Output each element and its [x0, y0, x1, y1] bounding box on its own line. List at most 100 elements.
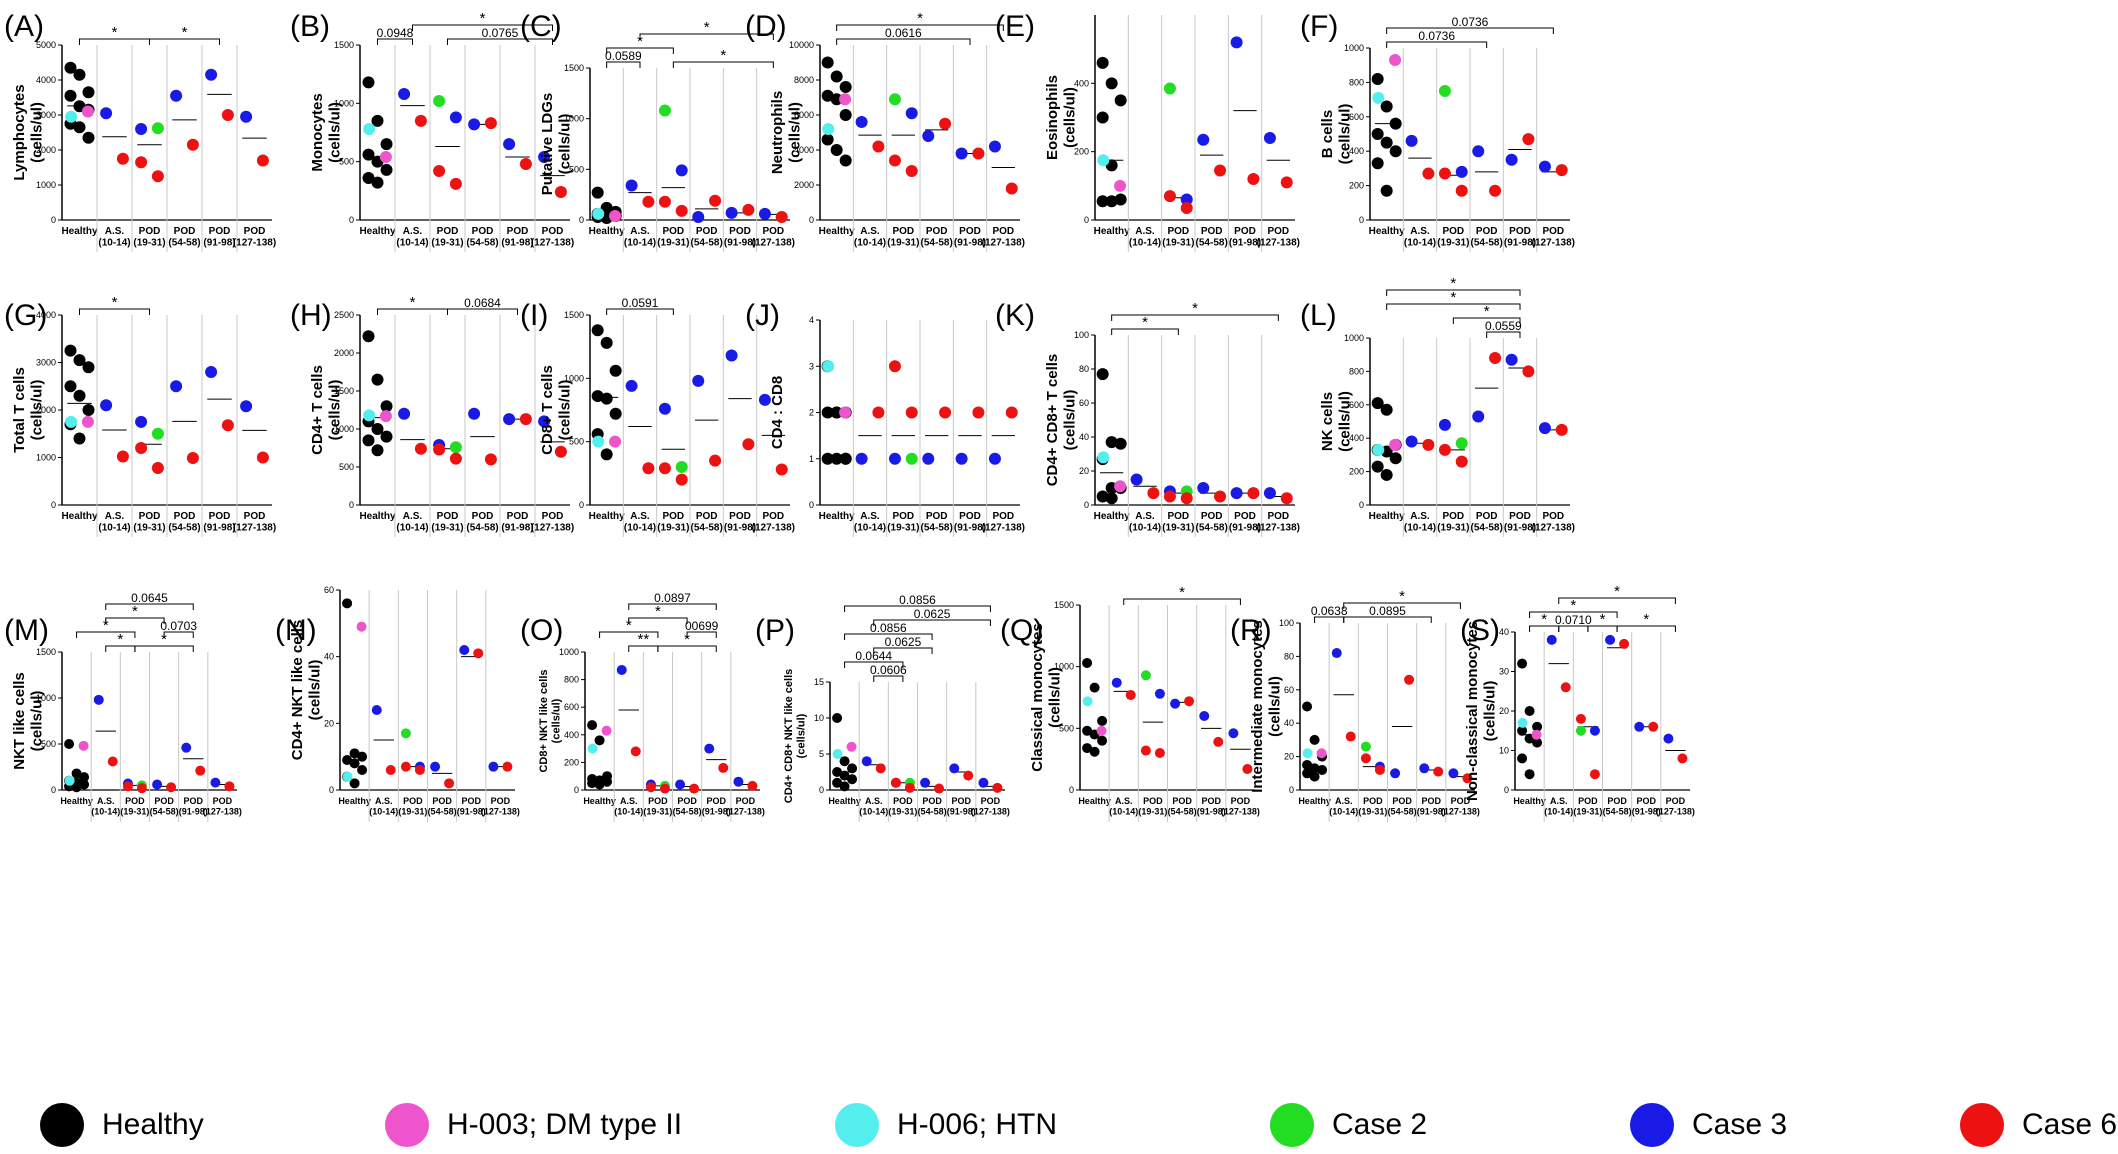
significance-bracket [836, 24, 1004, 31]
significance-bracket [1529, 611, 1618, 618]
data-point [136, 783, 147, 794]
data-point [905, 107, 918, 120]
data-point [904, 782, 915, 793]
data-point [1180, 202, 1193, 215]
significance-bracket [844, 633, 933, 640]
x-tick-label-line: (127-138) [726, 806, 765, 816]
data-point [1372, 443, 1385, 456]
x-tick-label-line: POD [209, 226, 231, 237]
data-point [733, 776, 744, 787]
data-point [1455, 184, 1468, 197]
significance-bracket [606, 61, 641, 68]
significance-label: 0.0589 [605, 49, 642, 63]
data-point [609, 364, 622, 377]
x-tick-label: POD (19-31) [133, 226, 165, 249]
significance-label: * [182, 24, 188, 41]
data-point [609, 407, 622, 420]
data-point [78, 740, 89, 751]
data-point [832, 749, 843, 759]
y-tick-label: 0 [349, 215, 354, 225]
x-tick-label-line: A.S. [105, 511, 125, 522]
data-point [1316, 748, 1327, 759]
data-point [1380, 136, 1393, 149]
y-axis-label: CD4+ CD8+ T cells(cells/ul) [1044, 354, 1078, 487]
y-axis-label: Non-classical monocytes(cells/ul) [1464, 621, 1498, 801]
data-point [73, 432, 86, 445]
x-tick-label: POD (19-31) [1358, 796, 1387, 816]
x-tick-label: POD (54-58) [1603, 796, 1632, 816]
x-tick-label-line: POD [926, 226, 948, 237]
x-tick-label: A.S. (10-14) [1544, 796, 1573, 816]
x-tick-label-line: POD [1442, 511, 1464, 522]
x-tick-label: Healthy [338, 796, 371, 806]
data-point [1331, 648, 1342, 659]
data-point [1163, 490, 1176, 503]
y-tick-label: 1000 [1344, 43, 1364, 53]
x-tick-label: POD (54-58) [1471, 226, 1503, 249]
x-tick-label-line: (127-138) [752, 523, 795, 534]
significance-bracket [1616, 625, 1676, 632]
x-tick-label-line: POD [154, 796, 174, 806]
y-tick-label: 0 [1069, 785, 1074, 795]
significance-label: * [117, 631, 123, 648]
x-tick-label-line: POD [507, 226, 529, 237]
y-axis-label-line: (cells/ul) [326, 380, 343, 441]
x-tick-label-line: Healthy [1078, 796, 1111, 806]
y-axis-label: Neutrophils(cells/ul) [769, 91, 803, 174]
y-axis-label-line: (cells/ul) [1046, 667, 1063, 728]
legend-label: H-006; HTN [897, 1108, 1058, 1141]
y-axis-label: Total T cells(cells/ul) [11, 367, 45, 453]
data-point [186, 138, 199, 151]
data-point [1105, 492, 1118, 505]
y-tick-label: 80 [1284, 651, 1294, 661]
data-point [658, 195, 671, 208]
data-point [1247, 173, 1260, 185]
significance-label: * [1179, 584, 1185, 601]
x-tick-label-line: POD [893, 796, 913, 806]
data-point [82, 86, 95, 99]
x-tick-label: POD (19-31) [1138, 796, 1167, 816]
data-point [362, 172, 375, 184]
y-axis-label-line: Neutrophils [769, 91, 786, 174]
significance-bracket [873, 619, 991, 626]
data-point [186, 451, 199, 464]
x-tick-label: POD (127-138) [233, 511, 276, 534]
data-point [1154, 688, 1165, 699]
data-point [1005, 406, 1018, 419]
y-axis-label: Intermediate monocytes(cells/ul) [1249, 620, 1283, 793]
data-point [363, 409, 376, 422]
y-axis-label-line: CD8+ NKT like cells [538, 669, 550, 772]
data-point [890, 777, 901, 788]
x-tick-label-line: POD [696, 511, 718, 522]
significance-label: * [1541, 611, 1547, 628]
x-tick-label-line: (127-138) [982, 523, 1025, 534]
data-point [385, 765, 396, 775]
x-tick-label-line: Healthy [359, 226, 396, 237]
x-tick-label: Healthy [1094, 511, 1131, 522]
data-point [1140, 670, 1151, 681]
y-tick-label: 2000 [36, 145, 56, 155]
panel-label: (J) [745, 299, 780, 332]
x-tick-label-line: (54-58) [921, 523, 953, 534]
data-point [922, 130, 935, 142]
data-point [1163, 82, 1176, 95]
data-point [554, 186, 567, 198]
legend-label: Case 3 [1692, 1108, 1788, 1141]
data-point [1438, 418, 1451, 431]
data-point [1634, 721, 1645, 732]
x-tick-label: POD (54-58) [691, 226, 723, 249]
y-tick-label: 60 [1079, 398, 1089, 408]
x-tick-label: POD (19-31) [887, 511, 919, 534]
data-point [1575, 713, 1586, 724]
x-tick-label-line: POD [662, 511, 684, 522]
data-point [839, 452, 852, 465]
data-point [1371, 72, 1384, 85]
y-axis-label-line: (cells/ul) [1481, 681, 1498, 742]
data-point [342, 771, 353, 782]
data-point [468, 407, 481, 420]
panel-label: (N) [275, 614, 317, 647]
data-point [151, 170, 164, 183]
x-tick-label-line: Healthy [828, 796, 861, 806]
